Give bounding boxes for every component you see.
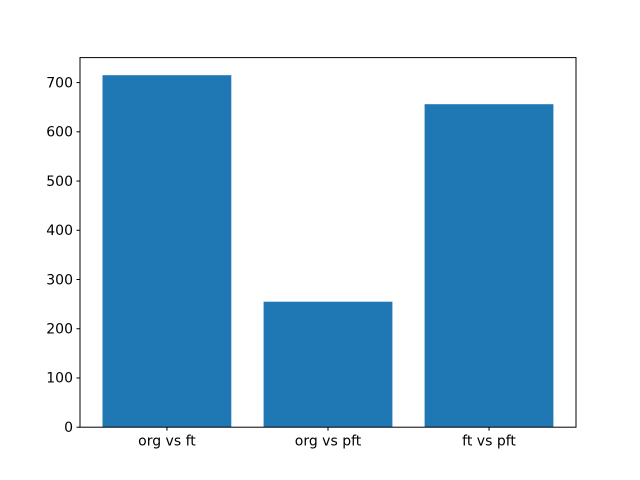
x-tick-label: org vs ft <box>138 434 196 450</box>
y-tick-label: 100 <box>46 371 73 387</box>
y-tick-label: 0 <box>64 420 73 436</box>
y-tick-label: 700 <box>46 75 73 91</box>
y-tick-label: 500 <box>46 174 73 190</box>
y-tick-label: 600 <box>46 125 73 141</box>
axes-frame <box>79 57 577 428</box>
y-tick-label: 300 <box>46 272 73 288</box>
y-tick-label: 200 <box>46 321 73 337</box>
x-tick-label: ft vs pft <box>462 434 516 450</box>
bar-org-vs-pft <box>263 301 393 428</box>
y-tick-label: 400 <box>46 223 73 239</box>
x-tick-label: org vs pft <box>295 434 362 450</box>
bar-ft-vs-pft <box>424 104 554 428</box>
bar-org-vs-ft <box>102 75 232 428</box>
